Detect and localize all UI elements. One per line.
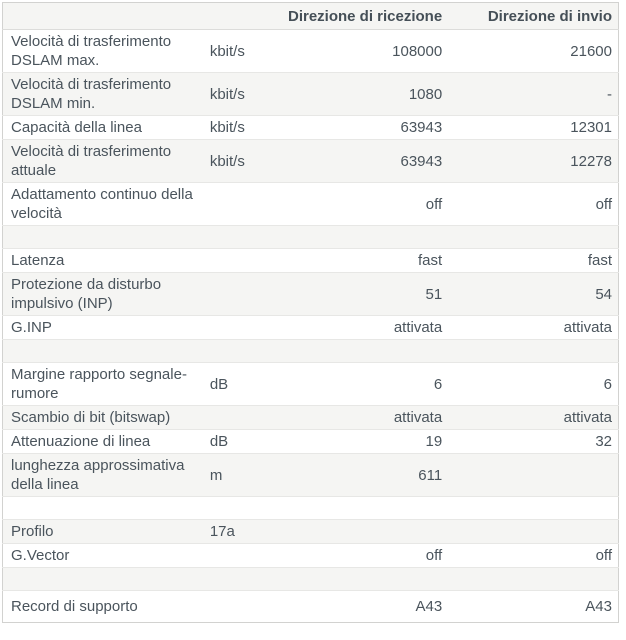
- row-send-value: off: [595, 547, 612, 564]
- table-row: Protezione da disturbo impulsivo (INP) 5…: [2, 272, 619, 316]
- row-receive-value: off: [425, 547, 443, 564]
- row-unit: kbit/s: [209, 152, 245, 170]
- row-send-value: 21600: [570, 42, 612, 60]
- spacer-row: [2, 225, 619, 249]
- row-unit: m: [209, 466, 223, 484]
- spacer-row: [2, 567, 619, 591]
- table-row: Latenza fast fast: [2, 248, 619, 273]
- row-receive-value: off: [425, 195, 443, 213]
- table-row: Velocità di trasferimento DSLAM max. kbi…: [2, 29, 619, 73]
- table-row: Record di supporto A43 A43: [2, 590, 619, 623]
- row-receive-value: 63943: [400, 152, 443, 170]
- row-label: Capacità della linea: [11, 119, 142, 136]
- row-label: Profilo: [11, 523, 54, 540]
- spacer-cell: [3, 497, 619, 520]
- table-row: Adattamento continuo della velocità off …: [2, 182, 619, 226]
- column-header-receive: Direzione di ricezione: [287, 7, 443, 25]
- spacer-row: [2, 339, 619, 363]
- spacer-cell: [3, 568, 619, 591]
- row-send-value: 12301: [570, 119, 612, 136]
- row-label: Velocità di trasferimento DSLAM min.: [11, 76, 172, 112]
- row-send-value: [448, 520, 618, 544]
- table-row: Velocità di trasferimento DSLAM min. kbi…: [2, 72, 619, 116]
- row-send-value: attivata: [563, 409, 612, 426]
- header-empty-label: [3, 3, 206, 30]
- row-receive-value: 1080: [408, 85, 443, 103]
- row-label: Adattamento continuo della velocità: [11, 186, 193, 222]
- row-unit: kbit/s: [209, 85, 245, 103]
- row-receive-value: 611: [418, 466, 443, 484]
- row-label: Latenza: [11, 252, 65, 269]
- row-label: G.Vector: [11, 547, 70, 564]
- column-header-send: Direzione di invio: [487, 7, 612, 25]
- spacer-cell: [3, 340, 619, 363]
- row-receive-value: 63943: [400, 119, 443, 136]
- row-send-value: 32: [595, 433, 612, 450]
- dsl-info-panel: Direzione di ricezione Direzione di invi…: [2, 2, 619, 623]
- row-send-value: fast: [587, 252, 612, 269]
- row-unit: [206, 273, 256, 316]
- row-receive-value: attivata: [393, 409, 443, 426]
- row-unit: dB: [209, 375, 229, 393]
- table-row: Scambio di bit (bitswap) attivata attiva…: [2, 405, 619, 430]
- row-send-value: attivata: [563, 319, 612, 336]
- row-label: G.INP: [11, 319, 52, 336]
- row-receive-value: 19: [425, 433, 443, 450]
- row-receive-value: fast: [418, 252, 443, 269]
- row-unit: [206, 544, 256, 568]
- row-send-value: -: [607, 85, 612, 103]
- row-label: lunghezza approssimativa della linea: [11, 457, 185, 493]
- row-receive-value: 51: [425, 285, 443, 303]
- row-receive-value: attivata: [393, 319, 443, 336]
- row-unit: [206, 591, 256, 623]
- row-unit: [206, 249, 256, 273]
- table-row: G.INP attivata attivata: [2, 315, 619, 340]
- row-label: Record di supporto: [11, 598, 138, 615]
- row-label: Margine rapporto segnale-rumore: [11, 366, 187, 402]
- table-row: Profilo 17a: [2, 519, 619, 544]
- header-empty-unit: [206, 3, 256, 30]
- table-row: Velocità di trasferimento attuale kbit/s…: [2, 139, 619, 183]
- row-unit: [206, 406, 256, 430]
- row-send-value: 12278: [570, 152, 612, 170]
- row-send-value: 54: [595, 285, 612, 303]
- row-receive-value: 6: [433, 375, 443, 393]
- row-receive-value: [256, 520, 448, 544]
- row-unit: [206, 183, 256, 226]
- table-row: Margine rapporto segnale-rumore dB 6 6: [2, 362, 619, 406]
- row-label: Velocità di trasferimento attuale: [11, 143, 172, 179]
- row-send-value: [448, 454, 618, 497]
- row-label: Protezione da disturbo impulsivo (INP): [11, 276, 162, 312]
- row-send-value: 6: [603, 375, 612, 393]
- row-label: Scambio di bit (bitswap): [11, 409, 171, 426]
- row-unit: 17a: [209, 523, 235, 540]
- row-unit: [206, 316, 256, 340]
- row-receive-value: 108000: [392, 42, 443, 60]
- row-receive-value: A43: [415, 598, 443, 615]
- row-send-value: off: [595, 195, 612, 213]
- spacer-cell: [3, 226, 619, 249]
- table-row: G.Vector off off: [2, 543, 619, 568]
- row-unit: kbit/s: [209, 119, 245, 136]
- row-label: Attenuazione di linea: [11, 433, 151, 450]
- dsl-info-table: Direzione di ricezione Direzione di invi…: [2, 2, 619, 623]
- table-row: Capacità della linea kbit/s 63943 12301: [2, 115, 619, 140]
- row-unit: dB: [209, 433, 229, 450]
- row-unit: kbit/s: [209, 42, 245, 60]
- table-header-row: Direzione di ricezione Direzione di invi…: [2, 2, 619, 30]
- table-row: Attenuazione di linea dB 19 32: [2, 429, 619, 454]
- table-row: lunghezza approssimativa della linea m 6…: [2, 453, 619, 497]
- row-send-value: A43: [585, 598, 612, 615]
- row-label: Velocità di trasferimento DSLAM max.: [11, 33, 172, 69]
- spacer-row: [2, 496, 619, 520]
